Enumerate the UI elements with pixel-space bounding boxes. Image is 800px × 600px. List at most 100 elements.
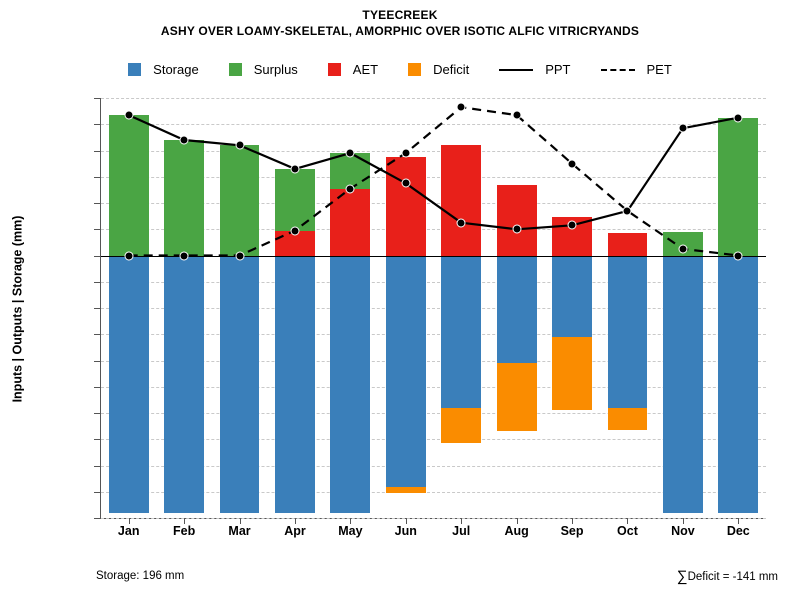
x-tick-label-jan: Jan bbox=[117, 524, 140, 538]
gridline bbox=[101, 281, 766, 283]
legend-marker-storage-icon bbox=[128, 63, 142, 76]
y-tick-mark bbox=[94, 203, 101, 204]
legend-label-surplus: Surplus bbox=[253, 62, 298, 77]
legend-label-ppt: PPT bbox=[545, 62, 571, 77]
bar-aet-jun bbox=[385, 157, 426, 256]
bar-surplus-dec bbox=[718, 117, 759, 256]
point-pet-jul bbox=[456, 102, 466, 112]
bar-aet-may bbox=[330, 188, 371, 256]
gridline bbox=[101, 413, 766, 414]
y-tick-mark bbox=[94, 439, 101, 441]
point-ppt-jul bbox=[456, 218, 466, 228]
point-ppt-mar bbox=[235, 140, 245, 150]
bar-storage-oct bbox=[607, 255, 648, 408]
point-pet-sep bbox=[567, 159, 577, 169]
point-ppt-may bbox=[345, 148, 355, 158]
bar-deficit-oct bbox=[607, 407, 648, 431]
gridline bbox=[101, 150, 766, 152]
y-tick-mark bbox=[94, 150, 101, 152]
legend-item-aet[interactable]: AET bbox=[327, 62, 408, 77]
y-tick-mark bbox=[94, 386, 101, 388]
gridline bbox=[101, 176, 766, 178]
bar-storage-mar bbox=[219, 255, 260, 513]
x-tick-label-jun: Jun bbox=[394, 524, 417, 538]
x-tick-mark bbox=[294, 518, 296, 524]
bar-surplus-mar bbox=[219, 145, 260, 256]
bar-deficit-jun bbox=[385, 486, 426, 494]
y-tick-mark bbox=[94, 176, 101, 178]
x-tick-mark bbox=[682, 518, 684, 524]
x-tick-label-aug: Aug bbox=[504, 524, 529, 538]
legend-label-storage: Storage bbox=[153, 62, 199, 77]
x-tick-mark bbox=[184, 518, 186, 524]
legend-label-pet: PET bbox=[646, 62, 672, 77]
gridline bbox=[101, 439, 766, 441]
bar-surplus-feb bbox=[164, 140, 205, 256]
y-tick-mark bbox=[94, 334, 101, 336]
point-pet-jun bbox=[401, 148, 411, 158]
zero-axis-line bbox=[101, 255, 766, 257]
gridline bbox=[101, 334, 766, 336]
point-ppt-jan bbox=[124, 110, 134, 120]
legend-item-surplus[interactable]: Surplus bbox=[228, 62, 328, 77]
bar-aet-oct bbox=[607, 233, 648, 256]
y-tick-mark bbox=[94, 360, 101, 362]
point-pet-aug bbox=[512, 110, 522, 120]
line-ppt bbox=[128, 114, 739, 231]
point-ppt-dec bbox=[733, 113, 743, 123]
bar-surplus-nov bbox=[662, 231, 703, 256]
point-pet-feb bbox=[179, 251, 189, 260]
point-ppt-feb bbox=[179, 135, 189, 145]
y-tick-mark bbox=[94, 465, 101, 467]
x-tick-mark bbox=[461, 518, 463, 524]
bar-deficit-sep bbox=[552, 336, 592, 411]
x-tick-label-feb: Feb bbox=[173, 524, 196, 538]
bar-surplus-may bbox=[330, 153, 371, 189]
point-pet-nov bbox=[678, 244, 688, 254]
bar-storage-jun bbox=[385, 255, 426, 487]
x-tick-mark bbox=[405, 518, 407, 524]
point-ppt-aug bbox=[512, 224, 522, 234]
y-axis-label: Inputs | Outputs | Storage (mm) bbox=[10, 215, 25, 402]
x-tick-mark bbox=[516, 518, 518, 524]
legend-item-pet[interactable]: PET bbox=[600, 62, 672, 77]
legend-marker-aet-icon bbox=[327, 63, 341, 76]
bar-storage-aug bbox=[496, 255, 537, 364]
bar-storage-apr bbox=[275, 255, 315, 513]
point-ppt-nov bbox=[678, 123, 688, 133]
gridline bbox=[101, 491, 766, 493]
legend-label-aet: AET bbox=[352, 62, 379, 77]
bar-storage-may bbox=[330, 255, 371, 513]
y-tick-mark bbox=[94, 491, 101, 493]
y-tick-mark bbox=[94, 124, 101, 126]
plot-area: 1201008060402002040608010012014016018020… bbox=[94, 98, 766, 538]
x-tick-label-oct: Oct bbox=[617, 524, 638, 538]
bar-storage-dec bbox=[718, 255, 759, 513]
point-ppt-sep bbox=[567, 220, 577, 230]
legend-item-storage[interactable]: Storage bbox=[128, 62, 229, 77]
storage-annotation: Storage: 196 mm bbox=[96, 570, 185, 582]
point-pet-jan bbox=[124, 251, 134, 260]
y-tick-mark bbox=[94, 229, 101, 231]
legend-marker-surplus-icon bbox=[228, 63, 242, 76]
bar-aet-aug bbox=[496, 184, 537, 256]
y-tick-mark bbox=[94, 308, 101, 309]
legend-marker-deficit-icon bbox=[408, 63, 422, 76]
bar-storage-feb bbox=[164, 255, 205, 513]
chart-title-secondary: ASHY OVER LOAMY-SKELETAL, AMORPHIC OVER … bbox=[160, 24, 640, 38]
bar-storage-nov bbox=[662, 255, 703, 513]
x-tick-label-mar: Mar bbox=[228, 524, 251, 538]
bar-aet-jul bbox=[441, 145, 482, 256]
legend-marker-ppt-icon bbox=[499, 68, 534, 71]
y-tick-mark bbox=[94, 518, 101, 519]
x-tick-mark bbox=[128, 518, 130, 524]
legend-item-ppt[interactable]: PPT bbox=[499, 62, 600, 77]
gridline bbox=[101, 98, 766, 99]
bar-deficit-jul bbox=[441, 407, 482, 444]
point-ppt-jun bbox=[401, 178, 411, 188]
x-tick-label-nov: Nov bbox=[671, 524, 695, 538]
x-tick-mark bbox=[239, 518, 241, 524]
legend-item-deficit[interactable]: Deficit bbox=[408, 62, 499, 77]
y-tick-mark bbox=[94, 413, 101, 414]
